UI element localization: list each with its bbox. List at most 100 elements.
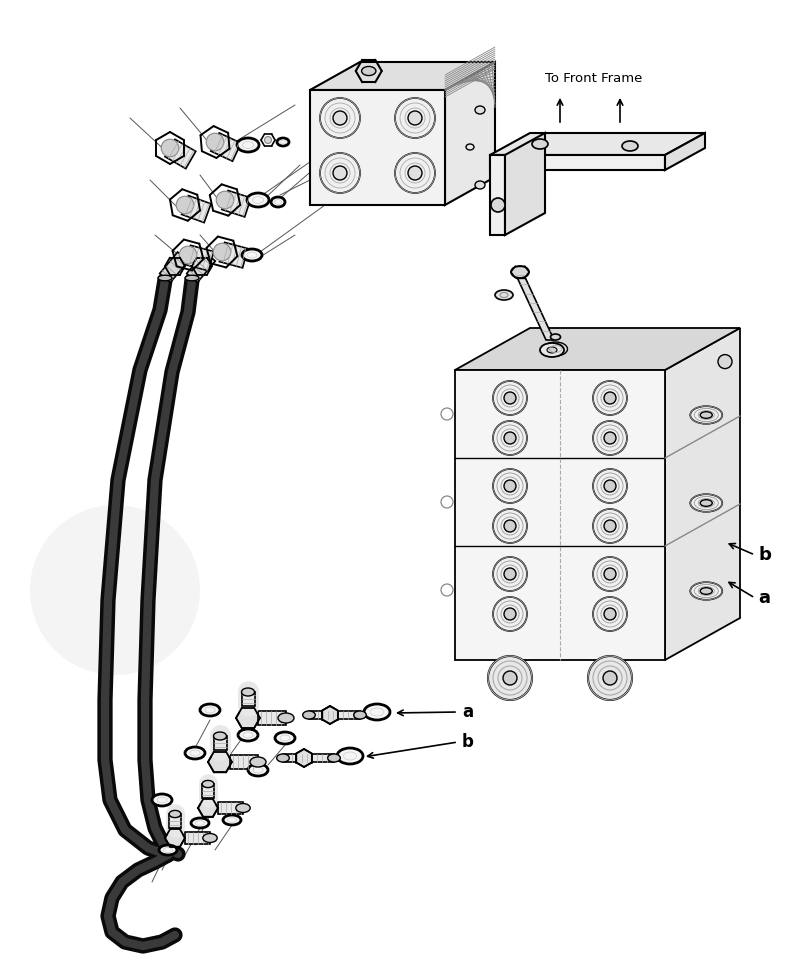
Polygon shape [165, 829, 185, 847]
Ellipse shape [691, 407, 722, 424]
Text: To Front Frame: To Front Frame [545, 71, 642, 85]
Polygon shape [322, 706, 338, 724]
Ellipse shape [700, 500, 712, 506]
Text: a: a [462, 703, 473, 721]
Circle shape [504, 568, 516, 580]
Circle shape [333, 166, 347, 180]
Polygon shape [490, 155, 665, 170]
Ellipse shape [364, 704, 390, 720]
Ellipse shape [236, 803, 250, 812]
Polygon shape [181, 196, 211, 223]
Polygon shape [208, 752, 232, 773]
Text: b: b [758, 546, 771, 564]
Circle shape [493, 509, 527, 543]
Ellipse shape [700, 411, 712, 418]
Circle shape [718, 355, 732, 369]
Ellipse shape [328, 754, 341, 762]
Circle shape [493, 421, 527, 455]
Polygon shape [185, 245, 214, 271]
Ellipse shape [276, 754, 289, 762]
Circle shape [333, 111, 347, 125]
Circle shape [491, 198, 505, 212]
Ellipse shape [169, 810, 181, 818]
Circle shape [493, 597, 527, 631]
Polygon shape [490, 133, 705, 155]
Ellipse shape [337, 748, 363, 764]
Circle shape [395, 153, 435, 193]
Circle shape [588, 656, 632, 700]
Text: b: b [462, 733, 474, 751]
Ellipse shape [622, 141, 638, 151]
Ellipse shape [303, 711, 315, 719]
Circle shape [504, 432, 516, 444]
Ellipse shape [691, 582, 722, 600]
Ellipse shape [475, 181, 485, 189]
Ellipse shape [247, 193, 269, 207]
Ellipse shape [532, 139, 548, 149]
Circle shape [265, 136, 272, 143]
Circle shape [162, 139, 179, 157]
Polygon shape [222, 190, 251, 217]
Circle shape [504, 520, 516, 532]
Polygon shape [165, 139, 196, 169]
Polygon shape [455, 328, 740, 370]
Circle shape [320, 98, 360, 138]
Circle shape [408, 111, 422, 125]
Ellipse shape [237, 138, 259, 152]
Polygon shape [185, 831, 210, 845]
Ellipse shape [214, 732, 227, 740]
Circle shape [593, 469, 627, 503]
Ellipse shape [242, 249, 262, 261]
Circle shape [395, 98, 435, 138]
Polygon shape [490, 155, 505, 235]
Circle shape [593, 557, 627, 591]
Polygon shape [310, 90, 445, 205]
Circle shape [179, 246, 196, 264]
Circle shape [603, 671, 617, 685]
Ellipse shape [700, 588, 712, 594]
Circle shape [604, 432, 616, 444]
Ellipse shape [495, 290, 513, 300]
Polygon shape [219, 242, 248, 268]
Circle shape [488, 656, 532, 700]
Polygon shape [211, 133, 241, 161]
Circle shape [408, 166, 422, 180]
Ellipse shape [278, 713, 294, 723]
Polygon shape [283, 754, 334, 762]
Circle shape [504, 608, 516, 620]
Ellipse shape [250, 757, 266, 767]
Circle shape [216, 191, 234, 209]
Circle shape [604, 392, 616, 404]
Ellipse shape [203, 833, 217, 843]
Polygon shape [198, 800, 218, 817]
Ellipse shape [475, 106, 485, 114]
Ellipse shape [547, 347, 557, 353]
Polygon shape [187, 252, 215, 283]
Ellipse shape [362, 66, 376, 76]
Ellipse shape [159, 845, 177, 855]
Circle shape [504, 392, 516, 404]
Ellipse shape [511, 266, 529, 278]
Ellipse shape [200, 704, 220, 716]
Circle shape [593, 381, 627, 415]
Polygon shape [505, 133, 545, 235]
Ellipse shape [271, 197, 285, 207]
Polygon shape [242, 692, 254, 706]
Circle shape [206, 134, 224, 151]
Ellipse shape [277, 138, 289, 146]
Ellipse shape [354, 711, 367, 719]
Ellipse shape [152, 794, 172, 806]
Polygon shape [169, 814, 181, 828]
Text: a: a [758, 589, 770, 607]
Circle shape [593, 509, 627, 543]
Circle shape [213, 243, 230, 260]
Polygon shape [230, 755, 258, 769]
Polygon shape [214, 736, 227, 750]
Ellipse shape [550, 334, 561, 340]
Circle shape [493, 557, 527, 591]
Polygon shape [445, 62, 495, 205]
Circle shape [504, 480, 516, 492]
Ellipse shape [540, 343, 564, 357]
Polygon shape [296, 749, 312, 767]
Polygon shape [236, 707, 260, 728]
